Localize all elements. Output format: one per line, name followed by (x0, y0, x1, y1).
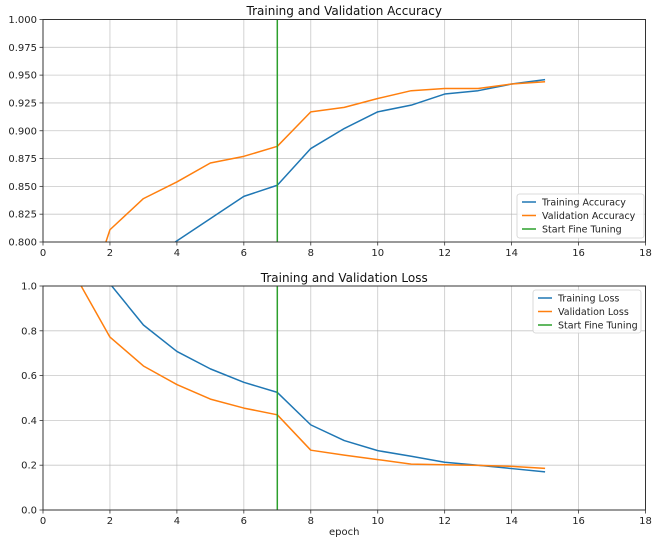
x-tick-label: 16 (572, 516, 585, 527)
y-tick-label: 0.875 (8, 154, 37, 165)
legend: Training Loss Validation Loss Start Fine T… (532, 289, 642, 334)
x-tick-label: 10 (371, 248, 384, 259)
plot-area (105, 19, 546, 242)
legend: Training Accuracy Validation Accuracy Star… (516, 193, 645, 239)
y-tick-label: 1.0 (21, 282, 37, 293)
x-tick-label: 2 (107, 248, 113, 259)
axes-frame (42, 285, 646, 511)
legend-label: Validation Accuracy (542, 211, 636, 222)
x-tick-label: 18 (639, 516, 652, 527)
y-tick-label: 0.925 (8, 98, 37, 109)
x-tick-label: 16 (572, 248, 585, 259)
x-tick-label: 2 (107, 516, 113, 527)
y-tick-label: 0.950 (8, 71, 37, 82)
x-tick-label: 8 (308, 248, 314, 259)
x-tick-label: 8 (308, 516, 314, 527)
y-tick-label: 0.800 (8, 238, 37, 249)
chart-panel-0: 0 2 4 6 8 10 12 14 16 18 0.800 0.825 0.850 0.875 0.900… (8, 4, 652, 259)
x-axis-label: epoch (329, 527, 359, 538)
chart-panel-1: 0 2 4 6 8 10 12 14 16 18 0.0 0.2 0.4 0.6 0.8 1.0 Trainin… (21, 271, 652, 538)
x-tick-label: 18 (639, 248, 652, 259)
series-line-validation-accuracy (105, 81, 546, 242)
legend-label: Start Fine Tuning (542, 225, 622, 236)
series-line-training-accuracy (173, 78, 546, 242)
x-tick-label: 14 (505, 516, 518, 527)
x-tick-label: 14 (505, 248, 518, 259)
y-tick-label: 0.850 (8, 182, 37, 193)
x-tick-label: 0 (40, 248, 46, 259)
y-tick-label: 0.4 (21, 416, 37, 427)
series-line-training-loss (110, 286, 546, 473)
x-tick-label: 6 (241, 248, 247, 259)
plot-area (80, 286, 546, 510)
legend-label: Training Accuracy (541, 198, 626, 209)
x-tick-label: 6 (241, 516, 247, 527)
legend-label: Start Fine Tuning (558, 321, 638, 332)
y-tick-label: 1.000 (8, 15, 37, 26)
y-tick-label: 0.825 (8, 210, 37, 221)
y-tick-label: 0.0 (21, 506, 37, 517)
chart-title: Training and Validation Accuracy (246, 4, 442, 18)
x-tick-label: 4 (174, 248, 180, 259)
x-tick-label: 0 (40, 516, 46, 527)
chart-title: Training and Validation Loss (260, 271, 428, 285)
y-tick-label: 0.975 (8, 43, 37, 54)
legend-label: Validation Loss (558, 307, 629, 318)
y-tick-label: 0.6 (21, 371, 37, 382)
series-line-validation-loss (80, 286, 546, 470)
x-tick-label: 10 (371, 516, 384, 527)
y-tick-label: 0.900 (8, 126, 37, 137)
legend-label: Training Loss (557, 294, 619, 305)
x-tick-label: 4 (174, 516, 180, 527)
y-tick-label: 0.8 (21, 326, 37, 337)
x-tick-label: 12 (438, 248, 451, 259)
y-tick-label: 0.2 (21, 461, 37, 472)
x-tick-label: 12 (438, 516, 451, 527)
